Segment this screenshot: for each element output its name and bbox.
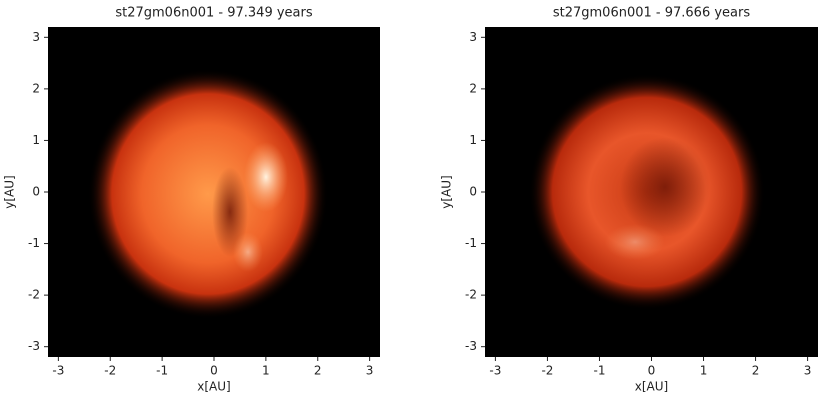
y-tick-label: 3 xyxy=(32,30,40,44)
y-tick-label: 0 xyxy=(469,185,477,199)
hot-spot xyxy=(605,224,665,260)
chart-title: st27gm06n001 - 97.349 years xyxy=(115,6,312,21)
simulation-image xyxy=(529,74,765,310)
x-tick-label: 2 xyxy=(314,364,322,378)
x-tick-label: -2 xyxy=(541,364,553,378)
x-tick-label: 3 xyxy=(804,364,812,378)
y-tick-label: -1 xyxy=(465,236,477,250)
x-axis-label: x[AU] xyxy=(635,380,668,394)
y-tick-label: -2 xyxy=(28,288,40,302)
simulation-image xyxy=(88,69,328,319)
cavity xyxy=(212,167,248,257)
x-tick-label: 1 xyxy=(262,364,270,378)
x-tick-label: 0 xyxy=(648,364,656,378)
x-tick-label: 3 xyxy=(366,364,374,378)
x-tick-label: -1 xyxy=(593,364,605,378)
x-tick-label: -1 xyxy=(156,364,168,378)
cavity xyxy=(620,137,710,237)
y-tick-label: 1 xyxy=(32,133,40,147)
y-tick-label: 2 xyxy=(32,81,40,95)
x-tick-label: -2 xyxy=(104,364,116,378)
hot-spot xyxy=(233,232,263,272)
y-axis-label: y[AU] xyxy=(3,175,17,208)
x-tick-label: 1 xyxy=(700,364,708,378)
x-tick-label: -3 xyxy=(489,364,501,378)
y-axis-label: y[AU] xyxy=(440,175,454,208)
y-tick-label: 0 xyxy=(32,185,40,199)
hot-spot xyxy=(244,142,288,212)
x-tick-label: -3 xyxy=(52,364,64,378)
x-tick-label: 2 xyxy=(752,364,760,378)
y-tick-label: 1 xyxy=(469,133,477,147)
y-tick-label: 2 xyxy=(469,81,477,95)
glow xyxy=(88,69,328,319)
chart-title: st27gm06n001 - 97.666 years xyxy=(553,6,750,21)
x-tick-label: 0 xyxy=(210,364,218,378)
y-tick-label: -1 xyxy=(28,236,40,250)
y-tick-label: 3 xyxy=(469,30,477,44)
y-tick-label: -3 xyxy=(28,339,40,353)
y-tick-label: -3 xyxy=(465,339,477,353)
y-tick-label: -2 xyxy=(465,288,477,302)
x-axis-label: x[AU] xyxy=(197,380,230,394)
